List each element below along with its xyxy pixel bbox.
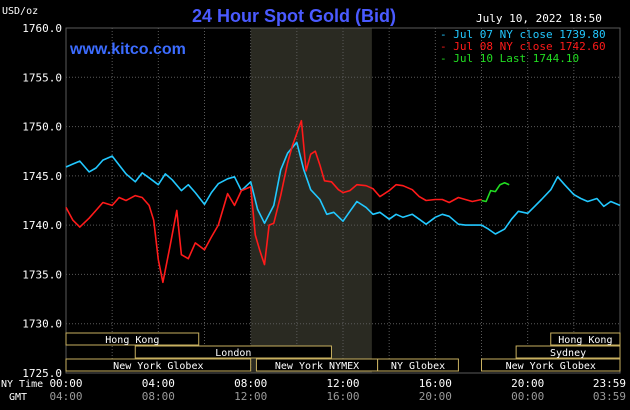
session-label: New York NYMEX	[275, 361, 359, 372]
timestamp: July 10, 2022 18:50	[476, 12, 602, 25]
ny-session-band	[250, 28, 372, 373]
session-label: New York Globex	[113, 361, 203, 372]
session-label: Sydney	[550, 348, 586, 359]
x-tick-ny: 12:00	[326, 377, 359, 390]
x-tick-gmt: 20:00	[419, 390, 452, 403]
session-bar	[134, 345, 332, 359]
session-label: Hong Kong	[105, 335, 159, 346]
series-line-jul08	[65, 119, 482, 284]
x-tick-ny: 04:00	[142, 377, 175, 390]
trading-sessions: Hong Kong Hong Kong London Sydney New York G…	[65, 332, 621, 372]
session-bar	[377, 358, 459, 372]
session-bar	[65, 332, 200, 346]
ny-time-label: NY Time	[1, 379, 43, 390]
x-tick-gmt: 12:00	[234, 390, 267, 403]
y-tick-label: 1750.0	[22, 121, 62, 134]
watermark: www.kitco.com	[69, 41, 186, 58]
x-tick-ny: 00:00	[49, 377, 82, 390]
plot-frame	[65, 27, 621, 374]
unit-label: USD/oz	[2, 6, 38, 17]
session-label: Hong Kong	[558, 335, 612, 346]
x-tick-ny: 08:00	[234, 377, 267, 390]
y-tick-label: 1745.0	[22, 170, 62, 183]
session-bar	[515, 345, 621, 359]
x-tick-gmt: 16:00	[326, 390, 359, 403]
series-lines	[65, 119, 621, 284]
x-tick-ny: 23:59	[593, 377, 626, 390]
series-line-jul10	[481, 182, 510, 203]
x-tick-gmt: 04:00	[49, 390, 82, 403]
session-label: New York Globex	[506, 361, 596, 372]
chart-title: 24 Hour Spot Gold (Bid)	[192, 6, 396, 26]
y-axis-tick-labels: 1760.0 1755.0 1750.0 1745.0 1740.0 1735.0 1730…	[22, 22, 62, 380]
legend: - Jul 07 NY close 1739.80 - Jul 08 NY cl…	[440, 28, 606, 65]
legend-entry-jul10: - Jul 10 Last 1744.10	[440, 52, 579, 65]
grid-lines	[65, 27, 621, 374]
x-axis-tick-labels: 00:0004:0004:0008:0008:0012:0012:0016:00…	[49, 377, 626, 403]
session-bar	[65, 358, 252, 372]
gmt-label: GMT	[9, 392, 27, 403]
x-tick-ny: 20:00	[511, 377, 544, 390]
legend-entry-jul07: - Jul 07 NY close 1739.80	[440, 28, 606, 41]
y-tick-label: 1740.0	[22, 219, 62, 232]
series-line-jul07	[65, 141, 621, 235]
session-bar	[481, 358, 621, 372]
x-tick-gmt: 08:00	[142, 390, 175, 403]
legend-entry-jul08: - Jul 08 NY close 1742.60	[440, 40, 606, 53]
y-tick-label: 1725.0	[22, 367, 62, 380]
y-tick-label: 1730.0	[22, 318, 62, 331]
y-tick-label: 1755.0	[22, 71, 62, 84]
session-label: NY Globex	[391, 361, 445, 372]
x-tick-ny: 16:00	[419, 377, 452, 390]
x-tick-gmt: 00:00	[511, 390, 544, 403]
x-tick-gmt: 03:59	[593, 390, 626, 403]
y-tick-label: 1735.0	[22, 268, 62, 281]
y-tick-label: 1760.0	[22, 22, 62, 35]
session-bar	[550, 332, 621, 346]
session-label: London	[215, 348, 251, 359]
